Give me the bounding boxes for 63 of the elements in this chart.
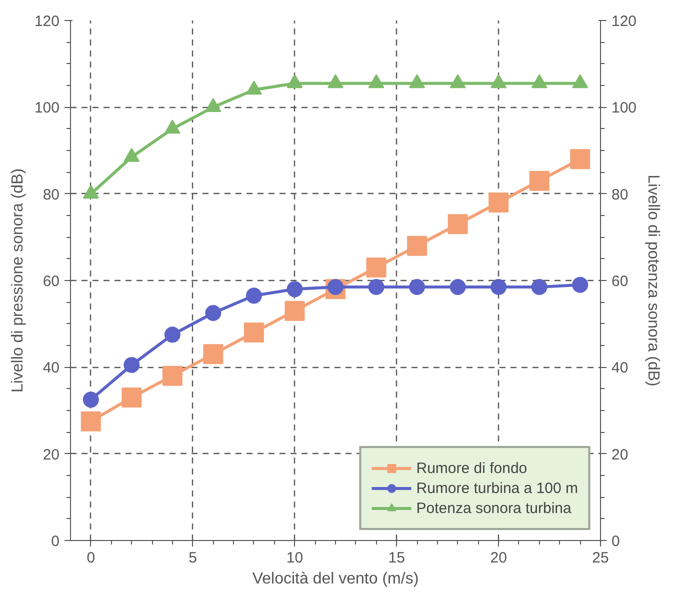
y-tick-label: 80 — [42, 186, 60, 204]
y-axis-title: Livello di pressione sonora (dB) — [9, 168, 26, 393]
point — [572, 276, 588, 293]
point — [490, 74, 507, 88]
point — [284, 300, 305, 321]
point — [82, 184, 99, 199]
y2-tick-label: 0 — [612, 533, 620, 550]
point — [529, 170, 550, 191]
point — [164, 326, 180, 343]
y2-tick-label: 60 — [612, 273, 628, 290]
x-tick-label: 20 — [490, 550, 507, 566]
y-tick-label: 120 — [34, 13, 60, 30]
point — [244, 322, 264, 342]
point — [409, 74, 426, 88]
point — [490, 279, 507, 295]
point — [286, 281, 303, 298]
y2-tick-label: 40 — [612, 360, 628, 377]
point — [246, 80, 262, 95]
y2-tick-label: 120 — [612, 13, 637, 30]
point — [531, 279, 548, 295]
point — [203, 344, 224, 364]
point — [407, 236, 428, 256]
point — [286, 74, 303, 88]
x-axis-title: Velocità del vento (m/s) — [252, 570, 419, 588]
y-tick-label: 20 — [42, 446, 60, 464]
point — [570, 149, 590, 170]
y2-tick-label: 20 — [612, 446, 628, 464]
x-tick-label: 0 — [86, 550, 96, 566]
point — [205, 98, 222, 112]
point — [328, 74, 344, 88]
legend-label: Potenza sonora turbina — [416, 500, 572, 516]
legend-label: Rumore turbina a 100 m — [416, 480, 578, 496]
point — [205, 305, 222, 321]
y2-axis-title: Livello di potenza sonora (dB) — [644, 174, 662, 386]
point — [124, 357, 140, 373]
point — [531, 74, 548, 88]
point — [450, 74, 466, 88]
point — [572, 74, 588, 88]
y2-tick-label: 100 — [612, 100, 637, 117]
point — [366, 258, 386, 278]
point — [450, 279, 466, 295]
y2-tick-label: 80 — [612, 186, 628, 204]
point — [368, 279, 384, 295]
y-tick-label: 0 — [51, 533, 60, 550]
point — [124, 148, 140, 162]
y-tick-label: 60 — [42, 273, 60, 290]
point — [246, 288, 262, 304]
y-tick-label: 100 — [34, 100, 60, 117]
point — [82, 392, 99, 408]
x-tick-label: 15 — [388, 550, 405, 566]
x-tick-label: 5 — [188, 550, 197, 566]
point — [122, 388, 142, 408]
x-tick-label: 10 — [286, 550, 304, 566]
x-tick-label: 25 — [592, 550, 609, 566]
point — [448, 214, 468, 234]
point — [368, 74, 384, 88]
point — [409, 279, 426, 295]
point — [488, 192, 509, 212]
point — [162, 366, 182, 386]
point — [164, 120, 180, 134]
y-tick-label: 40 — [42, 360, 60, 377]
legend-label: Rumore di fondo — [416, 460, 528, 476]
point — [80, 411, 101, 432]
